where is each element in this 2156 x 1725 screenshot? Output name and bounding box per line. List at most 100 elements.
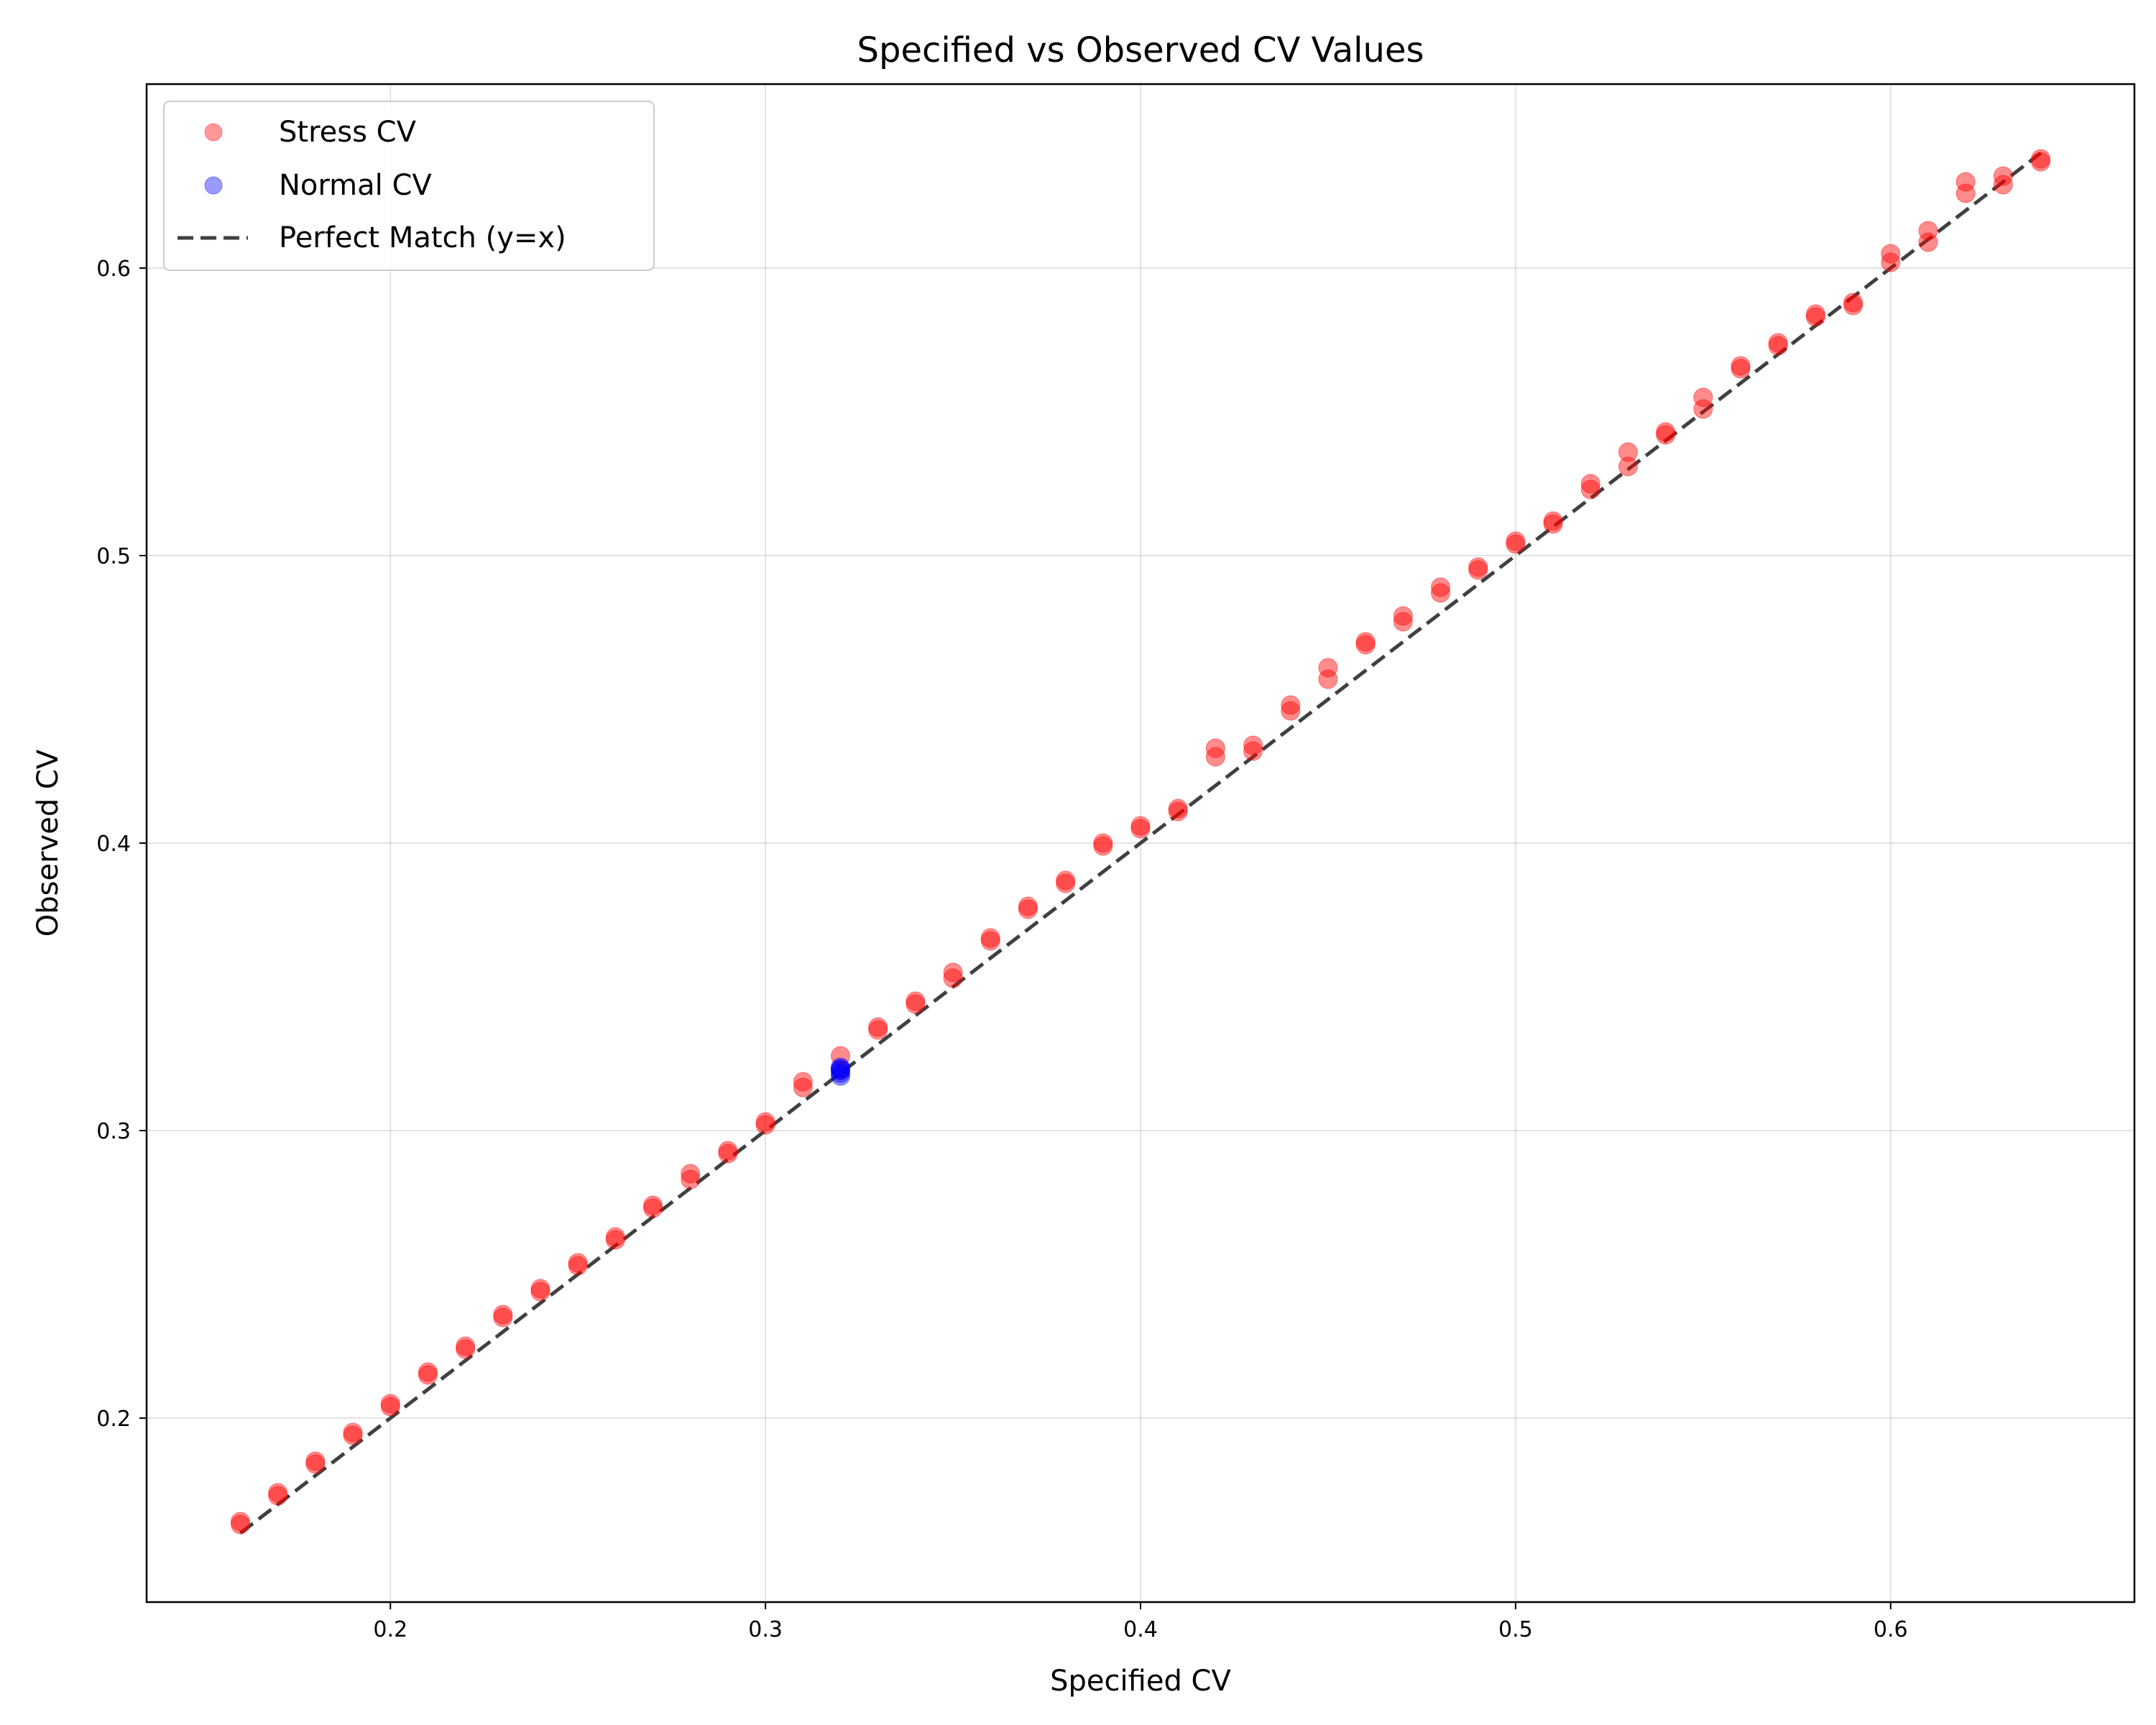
stress-cv-point (268, 1483, 288, 1503)
stress-cv-point (1805, 307, 1825, 327)
normal-cv-point (830, 1059, 850, 1079)
stress-cv-point (1281, 695, 1301, 715)
stress-cv-point (1805, 304, 1825, 324)
stress-cv-point (1355, 635, 1376, 655)
stress-cv-point (1168, 799, 1188, 819)
reference-line (239, 152, 2042, 1535)
stress-cv-point (943, 968, 963, 988)
stress-cv-point (1318, 669, 1338, 689)
stress-cv-point (1731, 356, 1751, 376)
stress-cv-point (1243, 735, 1263, 755)
stress-cv-point (1506, 531, 1526, 551)
chart-title: Specified vs Observed CV Values (857, 30, 1424, 70)
stress-cv-point (2031, 149, 2051, 169)
stress-cv-point (1056, 873, 1076, 893)
stress-cv-point (793, 1072, 813, 1092)
stress-cv-point (1431, 577, 1451, 597)
stress-cv-point (1656, 425, 1676, 445)
normal-cv-points (830, 1057, 850, 1086)
stress-cv-point (343, 1422, 363, 1443)
stress-cv-point (755, 1115, 775, 1135)
x-tick-label: 0.3 (748, 1617, 783, 1642)
stress-cv-point (1768, 336, 1788, 356)
stress-cv-point (980, 931, 1000, 951)
y-tick-label: 0.3 (96, 1119, 131, 1144)
stress-cv-point (1168, 801, 1188, 822)
legend-box (163, 101, 655, 271)
stress-cv-point (1093, 836, 1113, 856)
stress-cv-point (1918, 221, 1938, 241)
y-tick-label: 0.5 (96, 544, 131, 569)
stress-cv-point (456, 1339, 476, 1359)
legend-marker-normal (204, 176, 223, 195)
stress-cv-point (605, 1230, 625, 1250)
stress-cv-point (1468, 560, 1488, 580)
stress-cv-point (643, 1195, 663, 1215)
y-axis-label: Observed CV (32, 749, 65, 937)
stress-cv-point (755, 1112, 775, 1132)
stress-cv-point (1205, 747, 1225, 767)
stress-cv-point (343, 1425, 363, 1445)
stress-cv-point (830, 1046, 850, 1066)
stress-cv-point (681, 1169, 701, 1190)
stress-cv-point (305, 1454, 326, 1474)
legend: Stress CV Normal CV Perfect Match (y=x) (163, 101, 655, 271)
stress-cv-point (1543, 514, 1563, 534)
stress-cv-point (418, 1365, 438, 1385)
x-tick-label: 0.6 (1874, 1617, 1908, 1642)
stress-cv-point (568, 1256, 588, 1276)
y-tick-label: 0.6 (96, 257, 131, 282)
stress-cv-point (530, 1279, 550, 1299)
stress-cv-point (1468, 557, 1488, 577)
stress-cv-point (568, 1253, 588, 1273)
stress-cv-point (1618, 442, 1638, 462)
legend-label-reference: Perfect Match (y=x) (279, 221, 566, 254)
stress-cv-point (1393, 606, 1413, 626)
stress-cv-points (230, 149, 2051, 1535)
stress-cv-point (493, 1307, 513, 1328)
x-axis-label: Specified CV (1050, 1665, 1231, 1698)
stress-cv-point (980, 928, 1000, 948)
stress-cv-point (2031, 152, 2051, 172)
stress-cv-point (1881, 244, 1901, 264)
stress-cv-point (1506, 534, 1526, 554)
stress-cv-point (868, 1020, 888, 1040)
stress-cv-point (1881, 252, 1901, 272)
normal-cv-point (830, 1060, 850, 1080)
stress-cv-point (1693, 399, 1713, 419)
stress-cv-point (230, 1514, 250, 1535)
stress-cv-point (830, 1060, 850, 1080)
stress-cv-point (868, 1017, 888, 1037)
stress-cv-point (1993, 166, 2013, 186)
stress-cv-point (1056, 870, 1076, 891)
stress-cv-point (1768, 333, 1788, 353)
x-tick-label: 0.4 (1123, 1617, 1158, 1642)
stress-cv-point (793, 1077, 813, 1098)
legend-marker-stress (204, 123, 223, 142)
stress-cv-point (305, 1451, 326, 1471)
stress-cv-point (1431, 583, 1451, 603)
stress-cv-point (906, 991, 926, 1011)
stress-cv-point (380, 1397, 400, 1417)
x-tick-label: 0.2 (373, 1617, 407, 1642)
x-tick-label: 0.5 (1498, 1617, 1533, 1642)
stress-cv-point (1955, 183, 1976, 203)
stress-cv-point (681, 1164, 701, 1184)
stress-cv-point (418, 1362, 438, 1382)
stress-cv-point (380, 1394, 400, 1414)
y-tick-label: 0.4 (96, 832, 131, 857)
stress-cv-point (1018, 896, 1038, 916)
y-axis-ticks: 0.2 0.3 0.4 0.5 0.6 (96, 257, 147, 1432)
stress-cv-point (530, 1282, 550, 1302)
normal-cv-point (830, 1063, 850, 1083)
stress-cv-point (268, 1486, 288, 1506)
stress-cv-point (943, 962, 963, 983)
stress-cv-point (1618, 456, 1638, 477)
normal-cv-point (830, 1057, 850, 1077)
reference-line-layer (239, 152, 2042, 1535)
stress-cv-point (643, 1198, 663, 1218)
x-axis-ticks: 0.2 0.3 0.4 0.5 0.6 (373, 1602, 1908, 1642)
stress-cv-point (493, 1305, 513, 1325)
y-tick-label: 0.2 (96, 1407, 131, 1432)
